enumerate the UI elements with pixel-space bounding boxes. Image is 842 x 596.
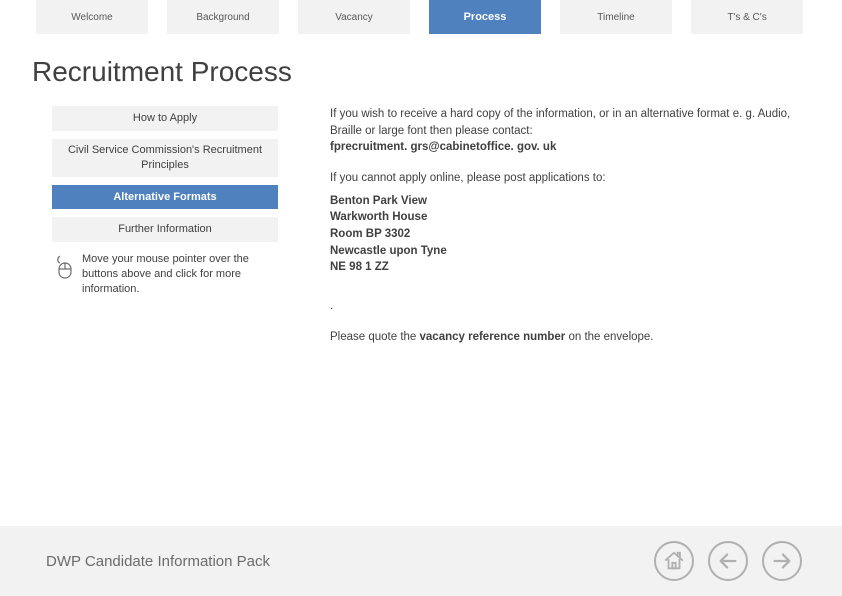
postal-address: Benton Park View Warkworth House Room BP…	[330, 193, 802, 276]
body-post-intro: If you cannot apply online, please post …	[330, 170, 802, 187]
footer-nav-icons	[654, 541, 802, 581]
body-dot: .	[330, 298, 802, 315]
body-envelope-c: on the envelope.	[565, 331, 653, 343]
sidebar-hint: Move your mouse pointer over the buttons…	[52, 252, 278, 297]
footer: DWP Candidate Information Pack	[0, 526, 842, 596]
addr-line-3: Room BP 3302	[330, 226, 802, 243]
arrow-right-icon	[771, 550, 793, 572]
prev-button[interactable]	[708, 541, 748, 581]
tab-timeline[interactable]: Timeline	[560, 0, 672, 34]
addr-line-2: Warkworth House	[330, 209, 802, 226]
sidebar: How to Apply Civil Service Commission's …	[52, 106, 278, 349]
home-icon	[663, 550, 685, 572]
tab-process[interactable]: Process	[429, 0, 541, 34]
sidebar-item-how-to-apply[interactable]: How to Apply	[52, 106, 278, 131]
body-contact-email: fprecruitment. grs@cabinetoffice. gov. u…	[330, 141, 556, 153]
addr-line-1: Benton Park View	[330, 193, 802, 210]
addr-line-4: Newcastle upon Tyne	[330, 243, 802, 260]
home-button[interactable]	[654, 541, 694, 581]
content-area: How to Apply Civil Service Commission's …	[0, 106, 842, 349]
sidebar-item-alternative-formats[interactable]: Alternative Formats	[52, 185, 278, 210]
sidebar-item-csc-principles[interactable]: Civil Service Commission's Recruitment P…	[52, 139, 278, 177]
main-body: If you wish to receive a hard copy of th…	[278, 106, 802, 349]
top-nav: Welcome Background Vacancy Process Timel…	[0, 0, 842, 34]
body-envelope-note: Please quote the vacancy reference numbe…	[330, 329, 802, 346]
mouse-icon	[54, 254, 74, 285]
tab-welcome[interactable]: Welcome	[36, 0, 148, 34]
footer-title: DWP Candidate Information Pack	[46, 553, 270, 570]
tab-ts-and-cs[interactable]: T's & C's	[691, 0, 803, 34]
tab-background[interactable]: Background	[167, 0, 279, 34]
next-button[interactable]	[762, 541, 802, 581]
tab-vacancy[interactable]: Vacancy	[298, 0, 410, 34]
sidebar-hint-text: Move your mouse pointer over the buttons…	[82, 252, 278, 297]
addr-line-5: NE 98 1 ZZ	[330, 259, 802, 276]
body-envelope-b: vacancy reference number	[420, 331, 566, 343]
body-envelope-a: Please quote the	[330, 331, 420, 343]
arrow-left-icon	[717, 550, 739, 572]
sidebar-item-further-info[interactable]: Further Information	[52, 217, 278, 242]
page-title: Recruitment Process	[32, 56, 842, 88]
body-intro: If you wish to receive a hard copy of th…	[330, 108, 790, 137]
